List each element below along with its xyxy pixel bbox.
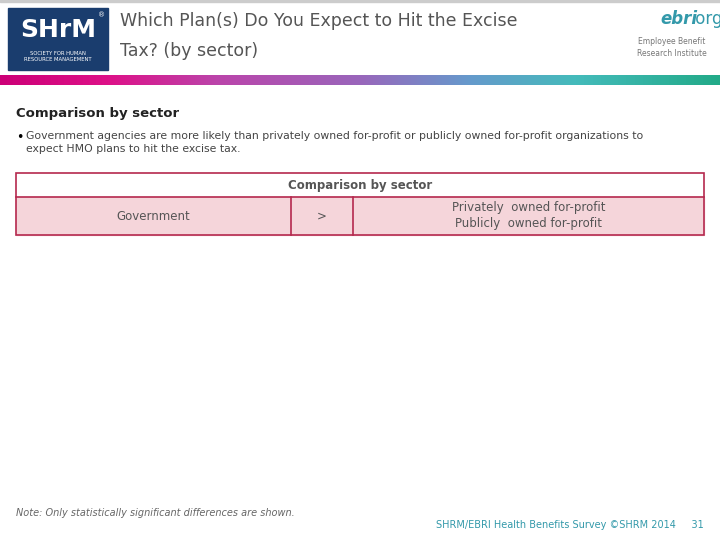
Text: Employee Benefit: Employee Benefit (639, 37, 706, 46)
Text: Government agencies are more likely than privately owned for-profit or publicly : Government agencies are more likely than… (26, 131, 643, 141)
Bar (8, 8, 108, 70)
Text: ebri: ebri (660, 10, 697, 29)
Text: expect HMO plans to hit the excise tax.: expect HMO plans to hit the excise tax. (26, 144, 240, 154)
Bar (16, 197, 704, 235)
Text: Comparison by sector: Comparison by sector (288, 179, 432, 192)
Text: Government: Government (117, 210, 191, 222)
Text: .org: .org (690, 10, 720, 29)
Text: Research Institute: Research Institute (637, 50, 707, 58)
Text: Tax? (by sector): Tax? (by sector) (120, 42, 258, 60)
Text: SHRM/EBRI Health Benefits Survey ©SHRM 2014     31: SHRM/EBRI Health Benefits Survey ©SHRM 2… (436, 520, 704, 530)
Text: SHrM: SHrM (20, 18, 96, 42)
Bar (0, 0, 720, 2)
Text: SOCIETY FOR HUMAN
RESOURCE MANAGEMENT: SOCIETY FOR HUMAN RESOURCE MANAGEMENT (24, 51, 92, 62)
Text: ®: ® (98, 12, 105, 18)
Text: Which Plan(s) Do You Expect to Hit the Excise: Which Plan(s) Do You Expect to Hit the E… (120, 12, 518, 30)
Bar (0, 0, 720, 75)
Text: •: • (16, 131, 23, 144)
Text: Note: Only statistically significant differences are shown.: Note: Only statistically significant dif… (16, 508, 294, 518)
Text: Publicly  owned for-profit: Publicly owned for-profit (455, 218, 602, 231)
Bar (16, 173, 704, 235)
Text: Privately  owned for-profit: Privately owned for-profit (452, 201, 606, 214)
Text: Comparison by sector: Comparison by sector (16, 107, 179, 120)
Bar (16, 173, 704, 197)
Text: >: > (318, 210, 327, 222)
